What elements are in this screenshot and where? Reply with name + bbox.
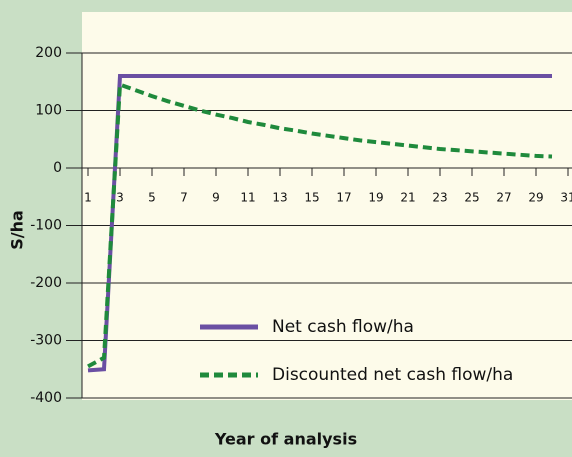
y-tick-label: -100 [30, 218, 62, 234]
x-tick-label: 19 [368, 191, 383, 205]
x-tick-label: 25 [464, 191, 479, 205]
y-tick-label: 100 [35, 103, 62, 119]
legend-label: Discounted net cash flow/ha [272, 365, 513, 385]
x-tick-label: 11 [240, 191, 255, 205]
x-tick-label: 17 [336, 191, 351, 205]
y-tick-label: -400 [30, 390, 62, 406]
x-tick-label: 21 [400, 191, 415, 205]
x-tick-label: 7 [180, 191, 188, 205]
y-tick-label: 200 [35, 45, 62, 61]
y-tick-label: -300 [30, 333, 62, 349]
x-tick-label: 13 [272, 191, 287, 205]
x-tick-label: 31 [560, 191, 572, 205]
series-line [87, 81, 553, 369]
x-tick-label: 23 [432, 191, 447, 205]
x-tick-label: 3 [116, 191, 124, 205]
x-tick-label: 9 [212, 191, 220, 205]
y-tick-label: 0 [53, 160, 62, 176]
x-tick-label: 15 [304, 191, 319, 205]
series-line [87, 74, 552, 373]
x-axis-title: Year of analysis [214, 430, 357, 449]
y-tick-label: -200 [30, 275, 62, 291]
y-axis-title: S/ha [8, 210, 27, 250]
x-tick-label: 1 [84, 191, 92, 205]
x-tick-label: 5 [148, 191, 156, 205]
x-tick-label: 27 [496, 191, 511, 205]
plot-area [82, 12, 572, 400]
x-tick-label: 29 [528, 191, 543, 205]
legend-label: Net cash flow/ha [272, 317, 414, 337]
